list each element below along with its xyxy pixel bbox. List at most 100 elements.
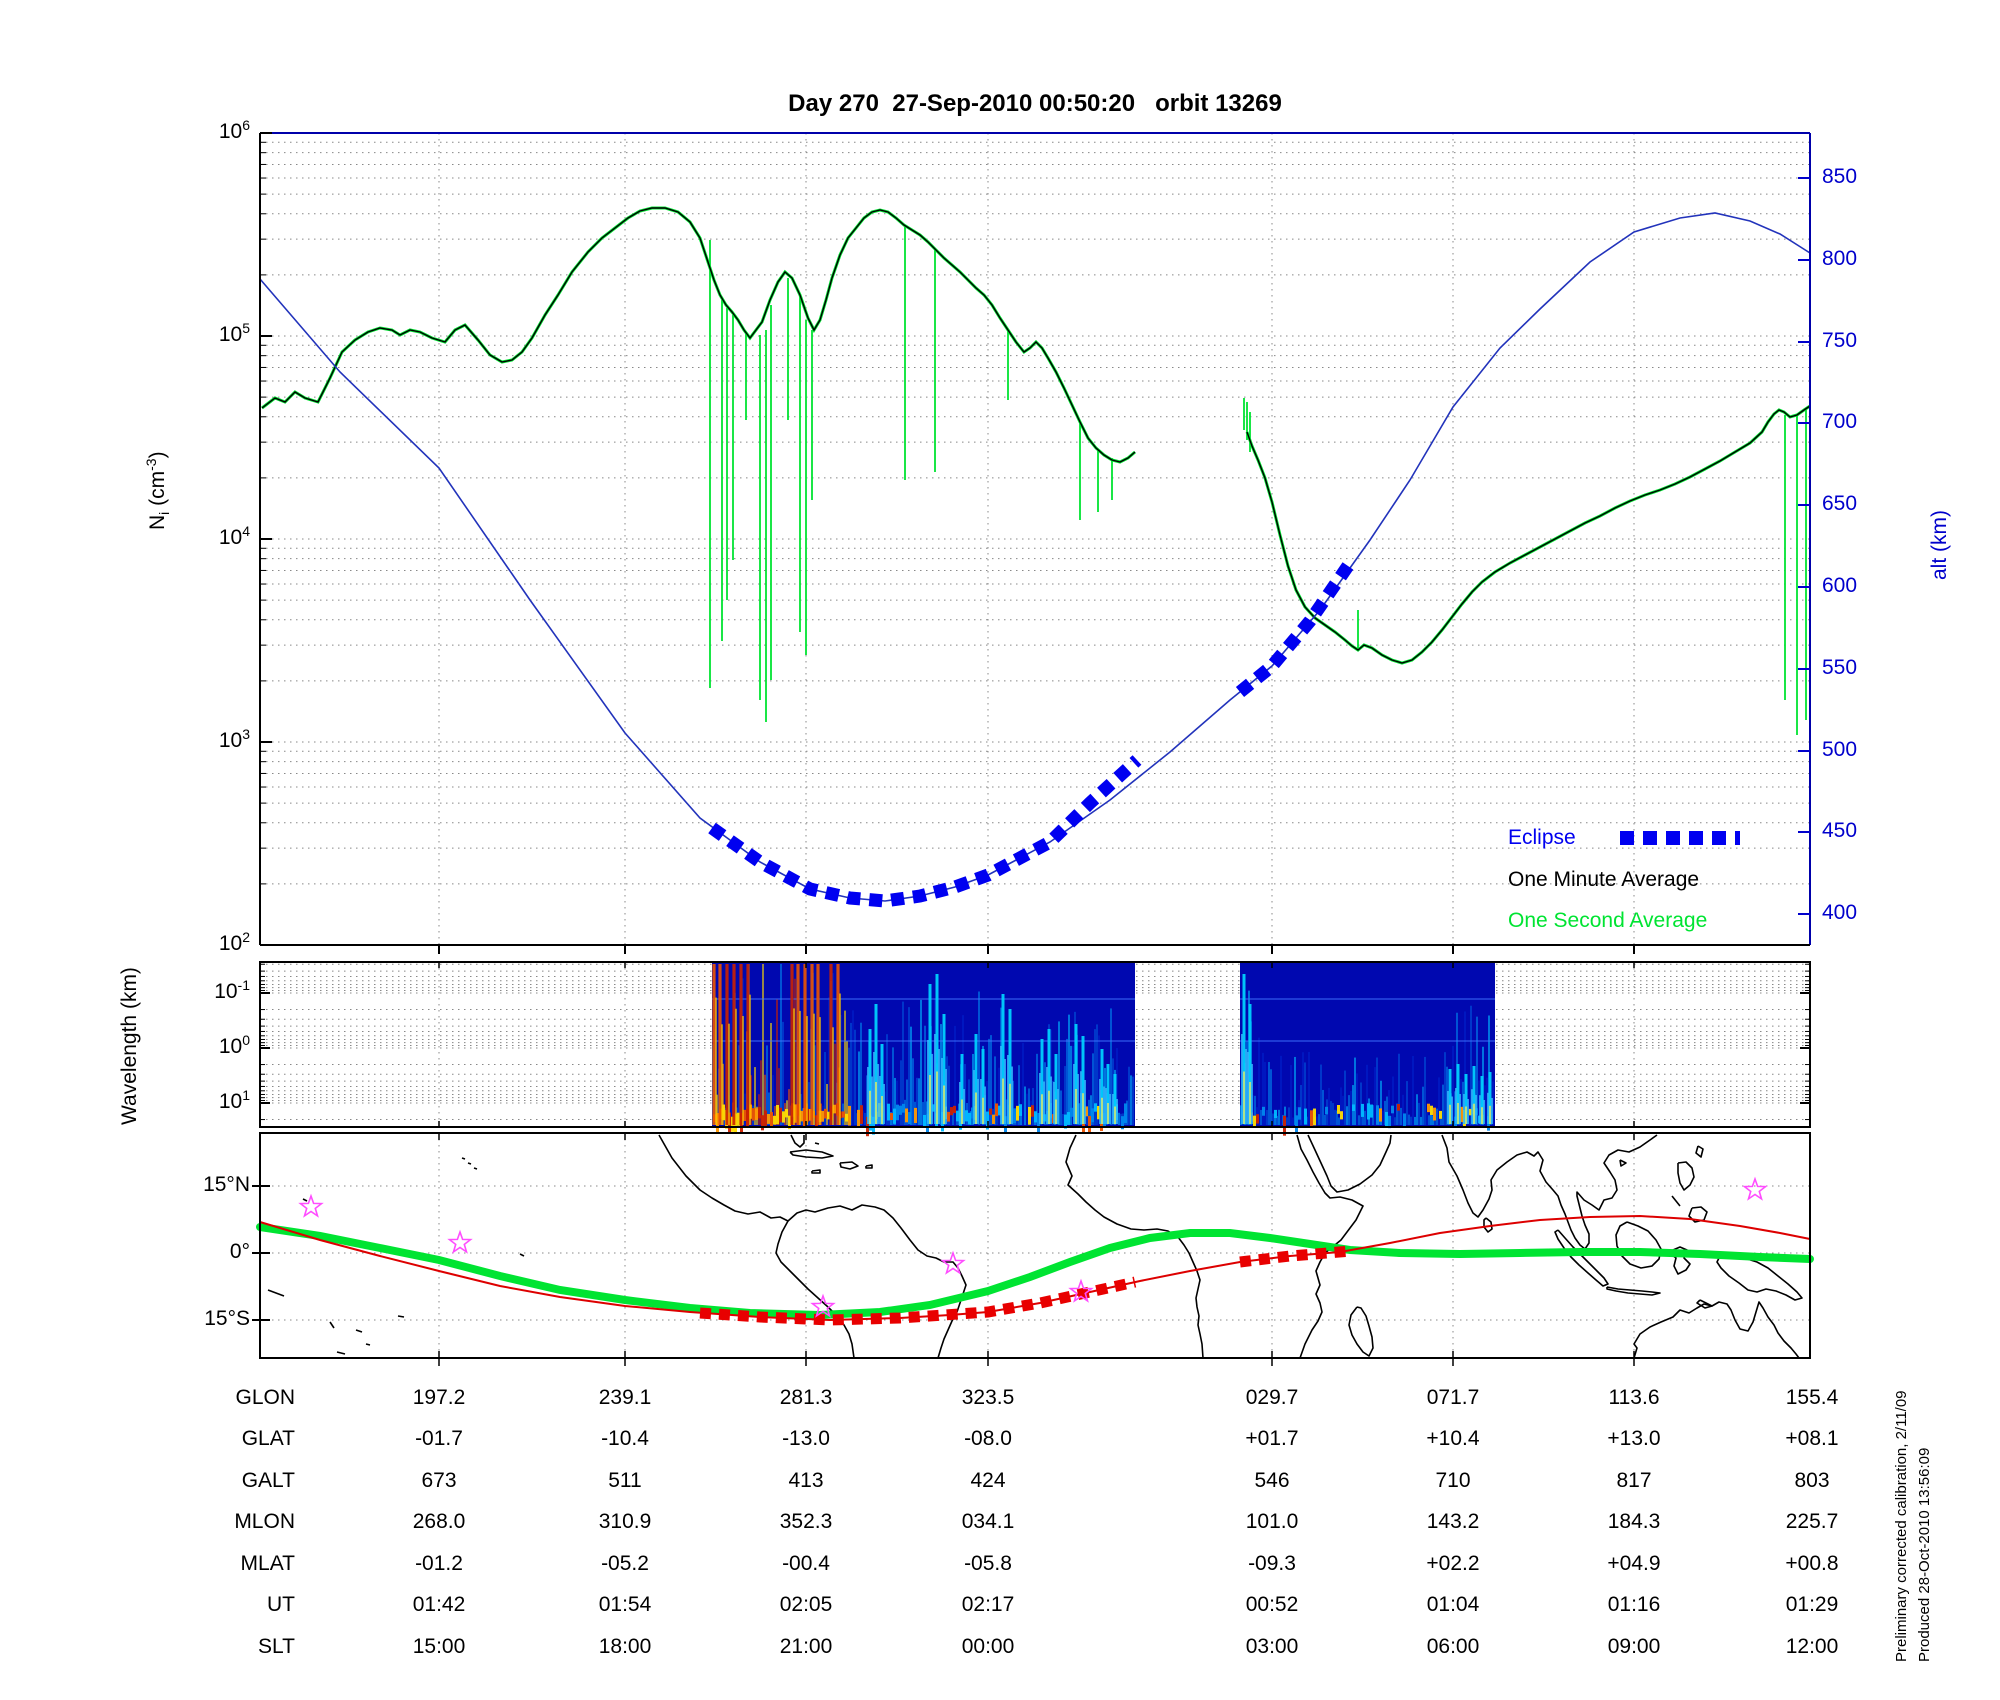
table-value: 546 [1254, 1469, 1290, 1492]
table-value: 00:52 [1245, 1593, 1299, 1616]
table-value: +10.4 [1426, 1427, 1480, 1450]
table-row-label-galt: GALT [241, 1469, 295, 1492]
ground-station-star [940, 1250, 966, 1275]
alt-tick-label: 600 [1822, 574, 1858, 597]
table-value: 18:00 [598, 1635, 652, 1658]
table-row-label-glon: GLON [235, 1386, 295, 1409]
table-value: -10.4 [601, 1427, 649, 1450]
table-value: 01:54 [598, 1593, 652, 1616]
table-value: 803 [1794, 1469, 1830, 1492]
table-value: 01:29 [1785, 1593, 1839, 1616]
table-value: 02:17 [961, 1593, 1015, 1616]
table-value: +01.7 [1245, 1427, 1299, 1450]
table-value: 02:05 [779, 1593, 833, 1616]
alt-tick-label: 750 [1822, 329, 1858, 352]
ground-station-star [1742, 1176, 1768, 1201]
table-value: -00.4 [782, 1552, 830, 1575]
table-value: -01.7 [415, 1427, 463, 1450]
legend-one-minute-label: One Minute Average [1508, 868, 1700, 891]
table-value: +00.8 [1785, 1552, 1839, 1575]
ni-tick-label: 105 [218, 320, 250, 346]
alt-tick-label: 450 [1822, 819, 1858, 842]
alt-tick-label: 500 [1822, 738, 1858, 761]
table-value: +04.9 [1607, 1552, 1661, 1575]
table-value: 424 [970, 1469, 1006, 1492]
table-value: 00:00 [961, 1635, 1015, 1658]
table-value: 413 [788, 1469, 824, 1492]
table-value: +02.2 [1426, 1552, 1480, 1575]
ni-axis-label: Ni (cm-3) [143, 451, 173, 530]
page-title: Day 270 27-Sep-2010 00:50:20 orbit 13269 [788, 90, 1282, 117]
table-value: -05.8 [964, 1552, 1012, 1575]
calibration-note: Preliminary corrected calibration, 2/11/… [1893, 1390, 1910, 1662]
table-value: 06:00 [1426, 1635, 1480, 1658]
table-value: 03:00 [1245, 1635, 1299, 1658]
table-row-label-mlat: MLAT [240, 1552, 295, 1575]
ni-tick-label: 102 [218, 929, 250, 955]
table-value: 268.0 [412, 1510, 466, 1533]
table-value: 281.3 [779, 1386, 833, 1409]
map-lat-label: 15°S [204, 1307, 250, 1330]
ground-station-star [1068, 1278, 1094, 1303]
wavelength-tick-label: 10-1 [214, 977, 250, 1003]
table-value: 352.3 [779, 1510, 833, 1533]
table-value: 673 [421, 1469, 457, 1492]
table-row-label-ut: UT [267, 1593, 295, 1616]
ground-station-star [447, 1229, 473, 1254]
table-value: 113.6 [1608, 1386, 1660, 1409]
table-value: 01:42 [412, 1593, 466, 1616]
table-value: -08.0 [964, 1427, 1012, 1450]
map-lat-label: 0° [229, 1240, 250, 1263]
table-value: +13.0 [1607, 1427, 1661, 1450]
table-value: -09.3 [1248, 1552, 1296, 1575]
table-value: +08.1 [1785, 1427, 1839, 1450]
legend-one-second-label: One Second Average [1508, 909, 1708, 932]
table-value: 155.4 [1785, 1386, 1839, 1409]
table-value: -01.2 [415, 1552, 463, 1575]
ni-tick-label: 103 [218, 726, 250, 752]
wavelength-axis-label: Wavelength (km) [118, 967, 141, 1125]
ground-station-star [298, 1193, 324, 1218]
ni-tick-label: 106 [218, 117, 250, 143]
alt-tick-label: 800 [1822, 247, 1858, 270]
alt-axis-label: alt (km) [1928, 510, 1951, 580]
ground-station-star [810, 1293, 836, 1318]
alt-tick-label: 400 [1822, 901, 1858, 924]
ni-tick-label: 104 [218, 523, 250, 549]
table-value: 21:00 [779, 1635, 833, 1658]
table-value: 071.7 [1426, 1386, 1480, 1409]
table-value: 710 [1435, 1469, 1471, 1492]
table-value: 01:04 [1426, 1593, 1480, 1616]
alt-tick-label: 650 [1822, 492, 1858, 515]
table-value: 15:00 [412, 1635, 466, 1658]
table-value: 184.3 [1607, 1510, 1661, 1533]
produced-note: Produced 28-Oct-2010 13:56:09 [1916, 1447, 1933, 1662]
wavelength-tick-label: 101 [218, 1087, 250, 1113]
map-lat-label: 15°N [203, 1173, 250, 1196]
alt-tick-label: 700 [1822, 410, 1858, 433]
alt-tick-label: 550 [1822, 656, 1858, 679]
table-value: 511 [608, 1469, 642, 1492]
table-value: -05.2 [601, 1552, 649, 1575]
table-value: 239.1 [598, 1386, 652, 1409]
table-value: 323.5 [961, 1386, 1015, 1409]
legend-eclipse-label: Eclipse [1508, 826, 1576, 849]
wavelength-tick-label: 100 [218, 1032, 250, 1058]
table-value: 029.7 [1245, 1386, 1299, 1409]
table-row-label-glat: GLAT [241, 1427, 295, 1450]
table-value: 034.1 [961, 1510, 1015, 1533]
table-value: 09:00 [1607, 1635, 1661, 1658]
table-value: 197.2 [412, 1386, 466, 1409]
table-value: 01:16 [1607, 1593, 1661, 1616]
table-row-label-slt: SLT [258, 1635, 295, 1658]
table-value: 817 [1616, 1469, 1652, 1492]
table-value: -13.0 [782, 1427, 830, 1450]
alt-tick-label: 850 [1822, 165, 1858, 188]
table-value: 143.2 [1426, 1510, 1480, 1533]
table-value: 310.9 [598, 1510, 652, 1533]
table-row-label-mlon: MLON [234, 1510, 295, 1533]
table-value: 12:00 [1785, 1635, 1839, 1658]
table-value: 225.7 [1785, 1510, 1839, 1533]
